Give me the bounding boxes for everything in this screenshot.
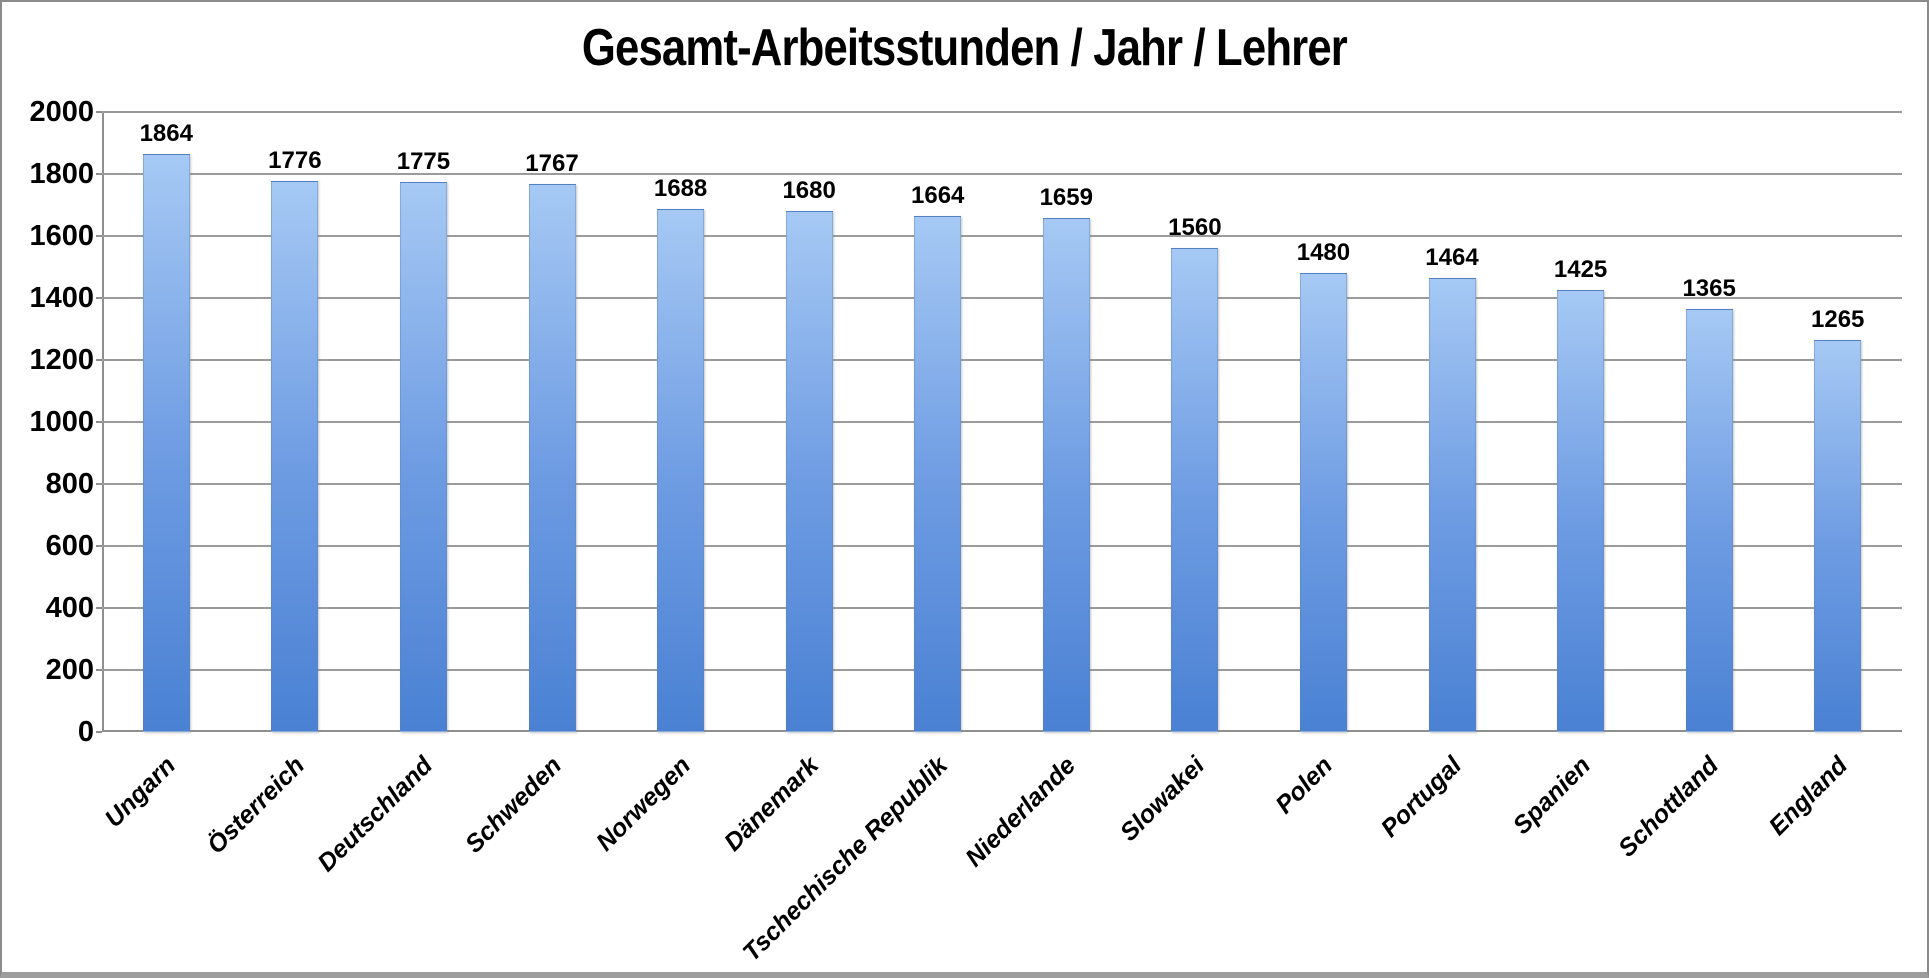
bar-value-label: 1480 [1296, 239, 1351, 267]
bar-slowakei [1171, 248, 1219, 732]
chart-title-row: Gesamt-Arbeitsstunden / Jahr / Lehrer [2, 18, 1927, 78]
y-axis-tick-label: 800 [45, 468, 94, 500]
gridline [102, 297, 1902, 299]
bar--sterreich [271, 181, 319, 732]
category-label: England [1763, 751, 1853, 841]
bar-value-label: 1775 [396, 147, 451, 175]
y-axis-tick [96, 111, 102, 113]
y-axis-tick-label: 200 [45, 654, 94, 686]
gridline [102, 607, 1902, 609]
y-axis-tick-label: 1000 [29, 406, 94, 438]
category-label: Norwegen [590, 751, 696, 857]
bar-value-label: 1664 [911, 182, 965, 210]
y-axis-tick-label: 600 [45, 530, 94, 562]
bar-value-label: 1265 [1811, 305, 1865, 333]
gridline [102, 545, 1902, 547]
bar-deutschland [399, 181, 447, 732]
gridline [102, 235, 1902, 237]
bar-tschechische-republik [914, 216, 962, 732]
bar-england [1814, 339, 1862, 732]
bar-value-label: 1464 [1425, 244, 1479, 272]
y-axis-tick [96, 607, 102, 609]
y-axis-tick-label: 1400 [29, 282, 94, 314]
category-label: Spanien [1507, 751, 1596, 840]
bar-portugal [1428, 278, 1476, 732]
bar-value-label: 1864 [139, 120, 193, 148]
gridline [102, 359, 1902, 361]
y-axis-tick [96, 173, 102, 175]
category-label: Ungarn [99, 751, 182, 833]
bar-schottland [1685, 308, 1733, 732]
bar-d-nemark [785, 211, 833, 732]
chart-title: Gesamt-Arbeitsstunden / Jahr / Lehrer [581, 19, 1348, 77]
y-axis-tick [96, 545, 102, 547]
bar-schweden [528, 184, 576, 732]
y-axis-tick [96, 359, 102, 361]
bar-value-label: 1688 [653, 174, 708, 202]
gridline [102, 173, 1902, 175]
y-axis-tick [96, 235, 102, 237]
bar-ungarn [142, 154, 190, 732]
category-label: Niederlande [960, 751, 1082, 873]
y-axis-tick-label: 400 [45, 592, 94, 624]
y-axis-tick [96, 297, 102, 299]
y-axis-tick-label: 1200 [29, 344, 94, 376]
category-label: Deutschland [312, 751, 439, 878]
bar-spanien [1557, 290, 1605, 732]
bar-value-label: 1659 [1039, 183, 1093, 211]
y-axis-tick-label: 0 [77, 716, 94, 748]
gridline [102, 669, 1902, 671]
bar-value-label: 1560 [1168, 214, 1222, 242]
y-axis-tick-label: 1800 [29, 158, 94, 190]
x-axis-line [102, 730, 1902, 732]
category-label: Schweden [459, 751, 568, 859]
gridline [102, 111, 1902, 113]
category-label: Polen [1270, 751, 1339, 820]
y-axis-tick-label: 2000 [29, 96, 94, 128]
gridline [102, 483, 1902, 485]
bar-niederlande [1042, 217, 1090, 732]
y-axis-tick [96, 669, 102, 671]
bar-norwegen [657, 208, 705, 732]
category-label: Portugal [1375, 751, 1468, 843]
y-axis-tick [96, 421, 102, 423]
bar-value-label: 1425 [1553, 256, 1608, 284]
category-label: Schottland [1613, 751, 1725, 863]
bar-polen [1299, 273, 1347, 732]
category-label: Österreich [201, 751, 310, 860]
bar-value-label: 1776 [268, 147, 322, 175]
y-axis-tick-label: 1600 [29, 220, 94, 252]
category-label: Slowakei [1114, 751, 1210, 847]
bar-value-label: 1365 [1682, 274, 1736, 302]
plot-area: 1864 1776 1775 1767 1688 1680 1664 1659 1560 1480… [102, 111, 1902, 732]
bar-value-label: 1680 [782, 177, 836, 205]
y-axis-tick [96, 731, 102, 733]
bar-value-label: 1767 [525, 150, 579, 178]
category-label: Dänemark [718, 751, 825, 857]
y-axis-tick [96, 483, 102, 485]
gridline [102, 421, 1902, 423]
